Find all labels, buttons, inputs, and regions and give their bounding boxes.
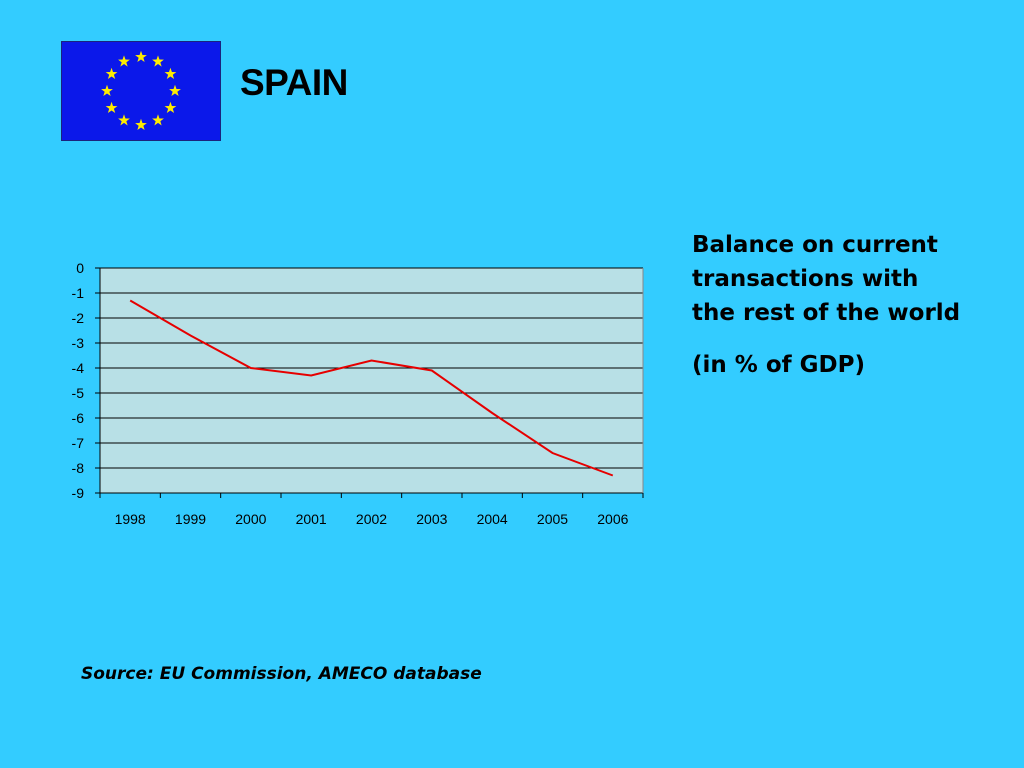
plot-area	[100, 268, 643, 493]
eu-flag-icon	[61, 41, 221, 141]
y-tick-label: -3	[72, 335, 85, 351]
y-tick-label: -5	[72, 385, 85, 401]
y-tick-label: -9	[72, 485, 85, 501]
y-tick-label: -2	[72, 310, 85, 326]
source-note: Source: EU Commission, AMECO database	[81, 664, 482, 684]
chart-description-line-1: Balance on current	[692, 232, 938, 258]
x-tick-label: 1998	[115, 511, 146, 527]
x-tick-label: 2000	[235, 511, 266, 527]
y-tick-label: -4	[72, 360, 85, 376]
flag-star-icon	[164, 101, 177, 114]
flag-star-icon	[135, 118, 147, 131]
x-tick-label: 1999	[175, 511, 206, 527]
y-tick-label: 0	[76, 260, 84, 276]
x-tick-label: 2003	[416, 511, 447, 527]
y-tick-label: -1	[72, 285, 85, 301]
flag-star-icon	[101, 84, 113, 97]
flag-star-icon	[118, 55, 130, 67]
x-tick-label: 2004	[477, 511, 508, 527]
series-line	[129, 299, 614, 477]
flag-star-icon	[118, 114, 130, 126]
flag-star-icon	[152, 55, 164, 67]
x-tick-label: 2002	[356, 511, 387, 527]
x-tick-label: 2005	[537, 511, 568, 527]
chart-description-line-3: the rest of the world	[692, 300, 961, 326]
flag-star-icon	[164, 67, 177, 80]
x-tick-label: 2006	[597, 511, 628, 527]
flag-star-icon	[105, 67, 118, 80]
page-title: SPAIN	[240, 62, 348, 103]
chart-unit-note: (in % of GDP)	[692, 352, 865, 378]
flag-star-icon	[152, 114, 164, 126]
chart-description-line-2: transactions with	[692, 266, 919, 292]
flag-star-icon	[135, 50, 147, 63]
flag-star-icon	[169, 84, 181, 97]
flag-star-icon	[105, 101, 118, 114]
y-tick-label: -7	[72, 435, 85, 451]
y-tick-label: -8	[72, 460, 85, 476]
x-tick-label: 2001	[296, 511, 327, 527]
y-tick-label: -6	[72, 410, 85, 426]
line-chart: 0 -1 -2 -3 -4 -5 -6 -7 -8 -9 1998 1999 2000 2001 2002…	[72, 260, 644, 527]
